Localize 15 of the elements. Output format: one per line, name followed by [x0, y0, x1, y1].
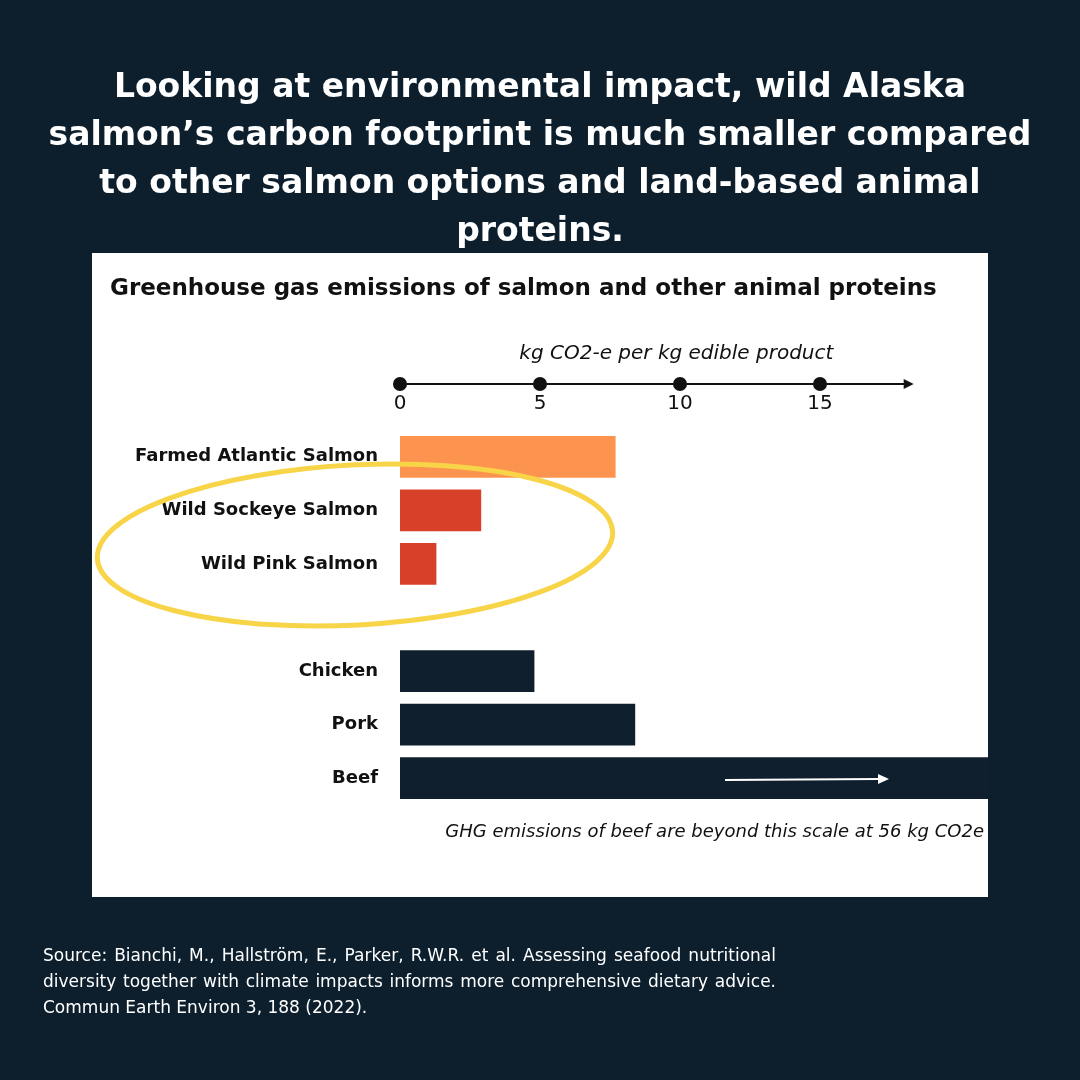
y-tick-label: Farmed Atlantic Salmon	[135, 444, 378, 466]
y-tick-label: Wild Pink Salmon	[201, 551, 378, 573]
source-note: Source: Bianchi, M., Hallström, E., Parker, R.W.R. et al. Assessing seafood nutritional diversity together with climate impacts informs more comprehensive dietary advice. Commun Earth Environ 3, 188 (2022).	[43, 944, 776, 1019]
x-tick-label: 10	[667, 390, 693, 415]
y-tick-label: Beef	[332, 765, 379, 787]
x-axis-title: kg CO2-e per kg edible product	[519, 340, 835, 364]
y-tick-label: Pork	[331, 712, 380, 734]
y-tick-label: Chicken	[298, 658, 378, 680]
chart-title: Looking at environmental impact, wild Alaska salmon’s carbon footprint is much smaller compared to other salmon options and land-based animal proteins.	[47, 65, 1033, 251]
text: GHG emissions of beef are beyond this scale at 56 kg CO2e	[445, 820, 984, 841]
y-tick-label: Wild Sockeye Salmon	[161, 498, 378, 520]
x-tick-label: 5	[533, 390, 547, 415]
x-tick-label: 0	[393, 390, 407, 415]
chart-subtitle: Greenhouse gas emissions of salmon and other animal proteins	[110, 274, 937, 300]
x-tick-label: 15	[807, 390, 833, 415]
